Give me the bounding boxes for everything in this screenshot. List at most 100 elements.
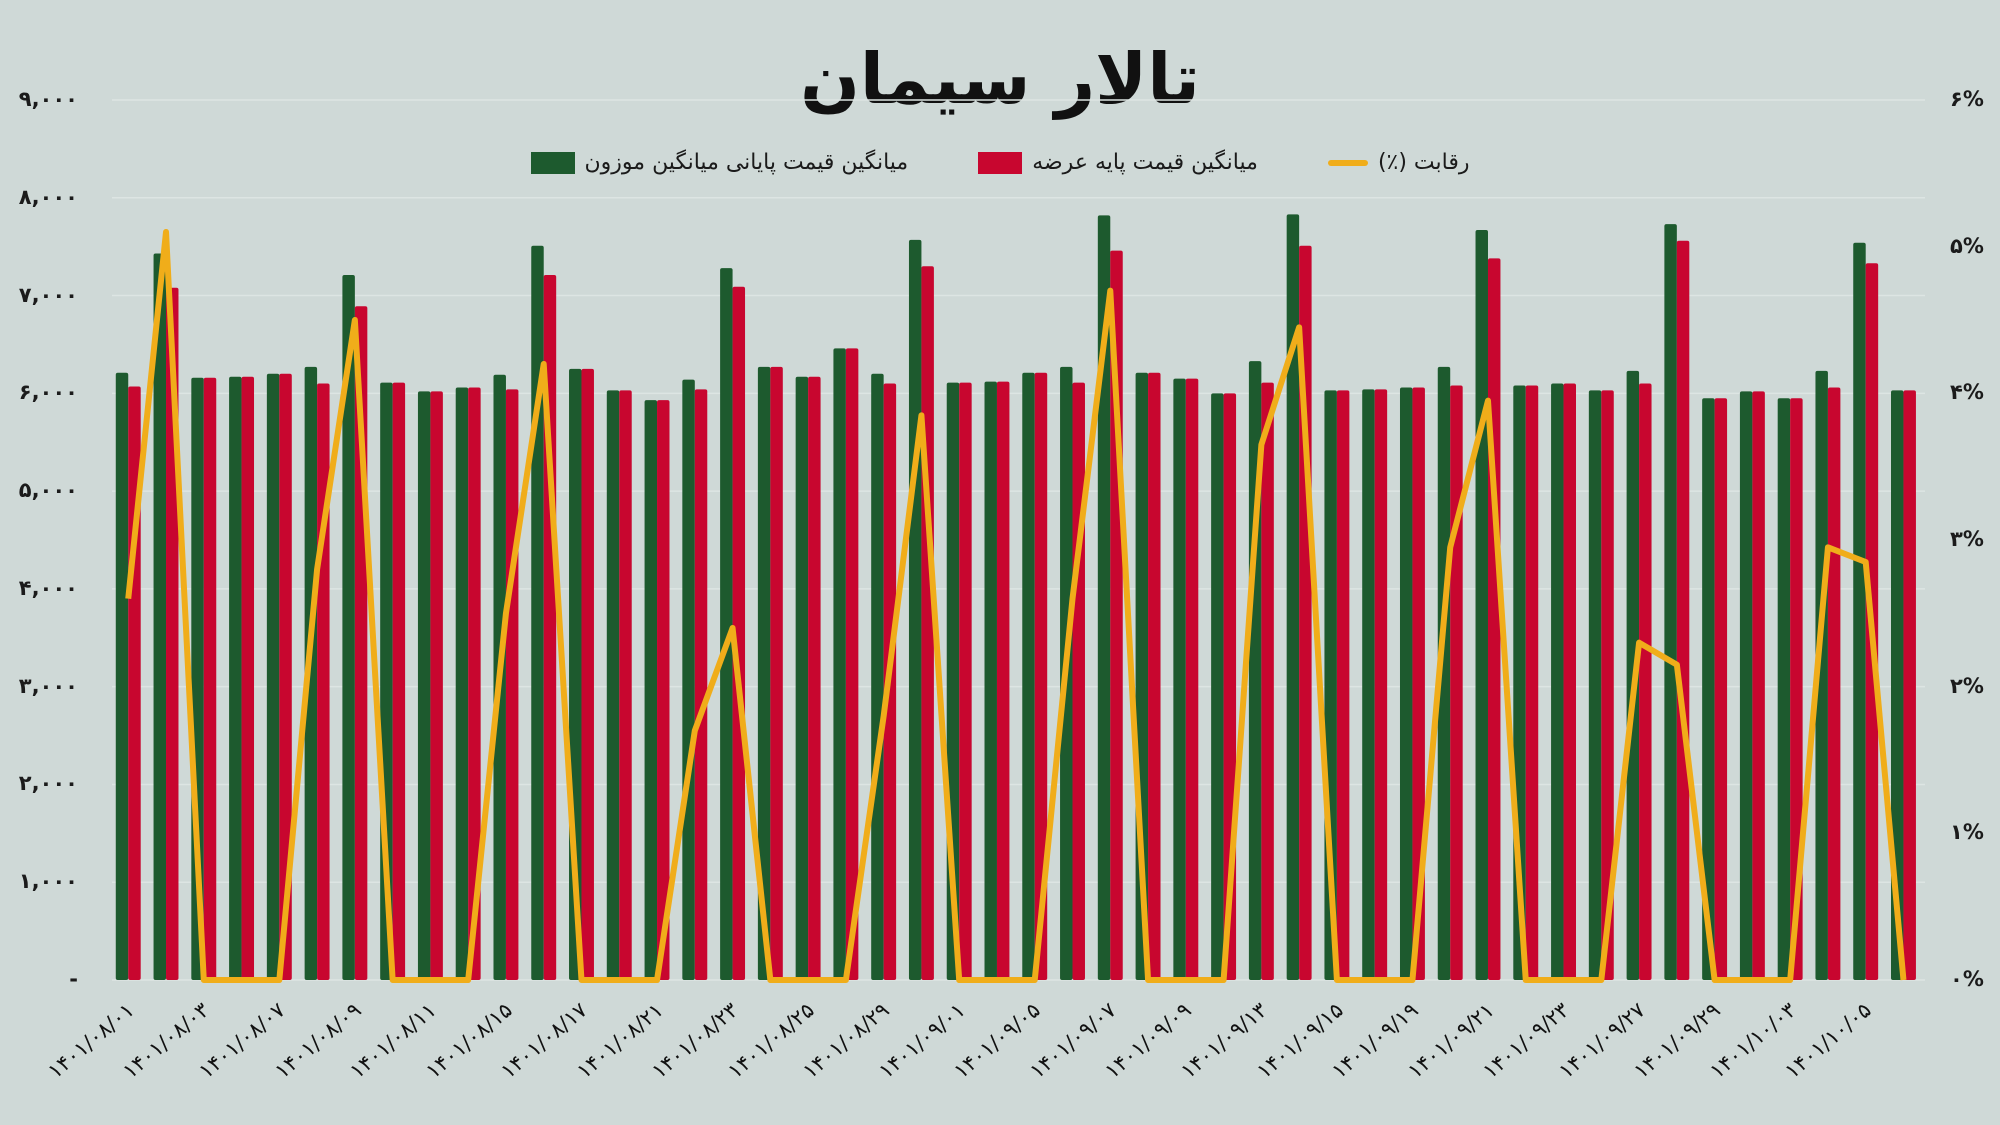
bar-final-price[interactable] [455, 387, 469, 980]
legend-item-base-price[interactable]: میانگین قیمت پایه عرضه [978, 150, 1258, 175]
bar-base-price[interactable] [1563, 383, 1576, 980]
bar-base-price[interactable] [1525, 385, 1539, 980]
bar-base-price[interactable] [581, 368, 594, 980]
bar-base-price[interactable] [1790, 398, 1803, 980]
competition-line[interactable] [125, 229, 1907, 983]
bar-base-price[interactable] [959, 382, 972, 981]
bar-base-price[interactable] [657, 400, 670, 981]
left-tick-label: ۸,۰۰۰ [18, 184, 78, 209]
bar-final-price[interactable] [153, 253, 167, 980]
left-tick-label: ۴,۰۰۰ [18, 575, 78, 600]
chart-title: تالار سیمان [800, 38, 1200, 120]
bar-final-price[interactable] [1362, 389, 1375, 980]
bar-base-price[interactable] [1903, 390, 1916, 980]
bar-base-price[interactable] [1034, 372, 1048, 980]
bar-final-price[interactable] [833, 348, 846, 980]
left-tick-label: ۷,۰۰۰ [18, 282, 78, 307]
bar-base-price[interactable] [1336, 390, 1350, 980]
bar-final-price[interactable] [1664, 224, 1677, 980]
bar-base-price[interactable] [1639, 383, 1652, 980]
left-tick-label: - [69, 967, 78, 991]
bar-final-price[interactable] [1211, 393, 1224, 980]
bar-base-price[interactable] [1601, 390, 1614, 980]
bar-final-price[interactable] [644, 400, 658, 981]
bar-final-price[interactable] [1437, 366, 1451, 980]
legend-item-final-price[interactable]: میانگین قیمت پایانی میانگین موزون [530, 150, 908, 175]
left-tick-label: ۱,۰۰۰ [18, 869, 78, 894]
bar-final-price[interactable] [984, 381, 997, 981]
right-tick-label: ۲% [1950, 673, 1984, 698]
bar-final-price[interactable] [682, 379, 695, 981]
bar-base-price[interactable] [317, 383, 330, 980]
bar-final-price[interactable] [795, 376, 809, 980]
bar-final-price[interactable] [266, 373, 280, 980]
bar-final-price[interactable] [304, 366, 318, 980]
bar-final-price[interactable] [871, 373, 884, 980]
right-tick-label: ۱% [1950, 820, 1984, 845]
left-tick-label: ۳,۰۰۰ [18, 673, 78, 698]
bar-base-price[interactable] [1072, 382, 1085, 981]
legend-item-competition[interactable]: رقابت (٪) [1327, 150, 1469, 175]
bar-final-price[interactable] [342, 275, 355, 980]
bar-final-price[interactable] [1853, 242, 1866, 980]
bar-base-price[interactable] [808, 376, 821, 980]
bar-final-price[interactable] [1588, 390, 1602, 980]
bar-base-price[interactable] [996, 381, 1010, 981]
bar-base-price[interactable] [1148, 372, 1161, 980]
bar-final-price[interactable] [606, 390, 620, 980]
bar-final-price[interactable] [1097, 215, 1111, 980]
bar-base-price[interactable] [770, 366, 783, 980]
line-swatch-icon [1327, 159, 1368, 166]
bar-base-price[interactable] [241, 376, 255, 980]
left-tick-label: ۵,۰۰۰ [18, 478, 78, 503]
bar-base-price[interactable] [1374, 389, 1388, 980]
left-tick-label: ۲,۰۰۰ [18, 771, 78, 796]
bar-base-price[interactable] [1412, 387, 1425, 980]
bar-base-price[interactable] [430, 391, 443, 980]
bar-base-price[interactable] [619, 390, 632, 980]
bar-final-price[interactable] [229, 376, 242, 980]
bar-final-price[interactable] [1739, 391, 1753, 980]
bar-final-price[interactable] [1022, 372, 1035, 980]
bar-base-price[interactable] [1827, 387, 1841, 980]
bar-final-price[interactable] [1286, 214, 1300, 980]
bar-final-price[interactable] [1551, 383, 1564, 980]
bar-final-price[interactable] [531, 245, 544, 980]
legend-label-base-price: میانگین قیمت پایه عرضه [1032, 150, 1258, 175]
bar-base-price[interactable] [468, 387, 481, 980]
bar-base-price[interactable] [1676, 240, 1690, 981]
bar-base-price[interactable] [1714, 398, 1728, 980]
bar-final-price[interactable] [1702, 398, 1715, 980]
bar-final-price[interactable] [1777, 398, 1791, 980]
right-tick-label: ۰% [1950, 967, 1984, 991]
bar-final-price[interactable] [417, 391, 431, 980]
bar-base-price[interactable] [505, 389, 519, 980]
right-tick-label: ۶% [1950, 87, 1984, 111]
red-swatch-icon [978, 151, 1023, 174]
right-tick-label: ۵% [1950, 233, 1984, 258]
bar-base-price[interactable] [845, 348, 859, 980]
bar-final-price[interactable] [1399, 387, 1413, 980]
bar-base-price[interactable] [1450, 385, 1463, 980]
right-tick-label: ۴% [1950, 380, 1984, 405]
bar-base-price[interactable] [694, 389, 708, 980]
bar-final-price[interactable] [720, 268, 733, 981]
bar-final-price[interactable] [908, 239, 922, 981]
bar-base-price[interactable] [279, 373, 292, 980]
bar-final-price[interactable] [115, 372, 129, 980]
bar-final-price[interactable] [757, 366, 771, 980]
bar-base-price[interactable] [732, 286, 746, 980]
bar-final-price[interactable] [1475, 230, 1488, 981]
legend: رقابت (٪) میانگین قیمت پایه عرضه میانگین… [0, 150, 2000, 175]
bar-base-price[interactable] [921, 266, 934, 980]
bar-base-price[interactable] [1487, 258, 1501, 980]
bar-base-price[interactable] [1185, 378, 1199, 981]
bar-base-price[interactable] [203, 377, 217, 980]
bar-base-price[interactable] [1752, 391, 1765, 980]
bar-final-price[interactable] [1815, 370, 1828, 980]
bar-final-price[interactable] [1173, 378, 1186, 981]
bar-final-price[interactable] [1891, 390, 1904, 980]
bar-base-price[interactable] [1261, 382, 1274, 981]
bar-base-price[interactable] [392, 382, 406, 981]
